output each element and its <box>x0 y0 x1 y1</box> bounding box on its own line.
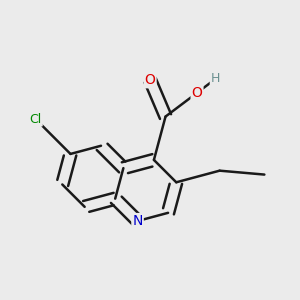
Text: O: O <box>145 73 156 87</box>
Text: N: N <box>132 214 143 228</box>
Text: O: O <box>192 86 203 100</box>
Text: H: H <box>211 73 220 85</box>
Text: Cl: Cl <box>29 112 42 126</box>
